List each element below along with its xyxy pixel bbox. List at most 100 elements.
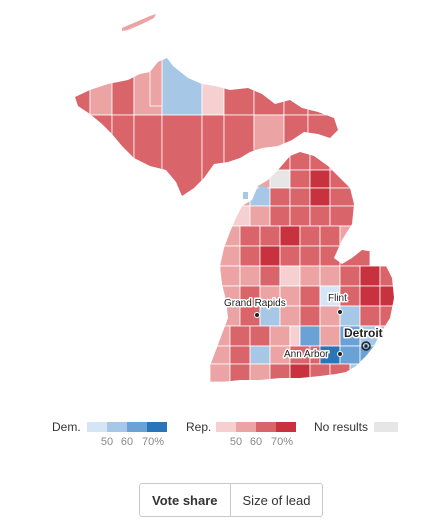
size-of-lead-button[interactable]: Size of lead <box>230 484 323 516</box>
county-tile <box>229 363 251 382</box>
county-tile <box>111 58 135 116</box>
county-tile <box>379 265 394 287</box>
county-tile <box>339 265 361 287</box>
county-tile <box>161 58 203 116</box>
county-tile <box>219 245 241 267</box>
beaver-island <box>256 184 268 200</box>
rep-swatch-3 <box>256 422 276 432</box>
dem-swatch-2 <box>107 422 127 432</box>
county-tile <box>149 58 163 107</box>
county-tile <box>269 187 291 207</box>
county-tile <box>319 245 341 267</box>
county-tile <box>283 58 309 116</box>
county-tile <box>309 363 331 382</box>
county-tile <box>259 305 281 327</box>
rep-swatch-1 <box>216 422 236 432</box>
county-tile <box>309 152 331 171</box>
dem-tick-70: 70% <box>141 436 165 448</box>
county-tile <box>379 305 394 327</box>
county-tile <box>289 152 311 171</box>
county-tile <box>339 225 371 247</box>
manitou-island <box>243 192 248 199</box>
county-tile <box>359 265 381 287</box>
county-tile <box>239 265 261 287</box>
county-tile <box>219 265 241 287</box>
county-tile <box>279 265 301 287</box>
isle-royale <box>122 14 156 31</box>
county-tile <box>379 285 394 307</box>
county-tile <box>329 205 361 227</box>
county-tile <box>299 325 321 347</box>
rep-swatch-4 <box>276 422 296 432</box>
county-tile <box>299 245 321 267</box>
county-tile <box>269 169 291 189</box>
dem-swatch-3 <box>127 422 147 432</box>
county-tile <box>111 114 135 196</box>
detroit-label: Detroit <box>344 326 383 340</box>
grand-rapids-marker <box>254 312 260 318</box>
county-tile <box>209 345 231 365</box>
county-tile <box>239 245 261 267</box>
county-tile <box>89 58 113 116</box>
county-tile <box>89 114 113 196</box>
rep-tick-50: 50 <box>229 436 243 448</box>
county-tile <box>339 305 361 327</box>
no-results-label: No results <box>314 420 369 434</box>
county-tile <box>309 187 331 207</box>
county-tile <box>329 363 351 382</box>
county-tile <box>259 245 281 267</box>
map-mode-toggle: Vote share Size of lead <box>139 483 324 517</box>
dem-swatch-4 <box>147 422 167 432</box>
county-tile <box>307 58 338 116</box>
no-results-swatch <box>374 422 398 432</box>
rep-tick-70: 70% <box>270 436 294 448</box>
county-tile <box>289 325 301 347</box>
county-tile <box>289 363 311 382</box>
county-tile <box>319 225 341 247</box>
county-tile <box>329 187 361 207</box>
flint-marker <box>337 309 343 315</box>
county-tile <box>161 114 203 196</box>
county-tile <box>319 305 341 327</box>
county-tile <box>339 345 361 365</box>
county-tile <box>289 187 311 207</box>
county-tile <box>229 205 251 227</box>
county-tile <box>201 58 225 116</box>
flint-label: Flint <box>328 293 347 304</box>
county-tile <box>319 265 341 287</box>
detroit-marker-dot <box>364 344 368 348</box>
county-tile <box>359 285 381 307</box>
county-tile <box>289 169 311 189</box>
toggle-divider <box>229 484 231 516</box>
lower-peninsula-counties <box>209 152 394 382</box>
county-tile <box>269 363 291 382</box>
county-tile <box>289 205 311 227</box>
dem-tick-50: 50 <box>100 436 114 448</box>
county-tile <box>75 58 91 116</box>
vote-share-button[interactable]: Vote share <box>140 484 230 516</box>
county-tile <box>249 325 271 347</box>
county-tile <box>299 265 321 287</box>
county-tile <box>133 114 163 196</box>
dem-legend-label: Dem. <box>52 420 81 434</box>
county-tile <box>219 305 241 327</box>
county-tile <box>209 363 231 382</box>
county-tile <box>223 114 255 196</box>
map-legend: Dem. 50 60 70% Rep. 50 60 70% No results <box>0 420 427 454</box>
county-tile <box>249 363 271 382</box>
county-tile <box>299 225 321 247</box>
county-tile <box>269 205 291 227</box>
county-tile <box>279 305 301 327</box>
county-tile <box>339 245 371 267</box>
county-tile <box>75 114 91 196</box>
county-tile <box>309 205 331 227</box>
county-tile <box>299 305 321 327</box>
dem-swatch-1 <box>87 422 107 432</box>
ann-arbor-marker <box>337 351 343 357</box>
county-tile <box>253 58 285 116</box>
county-tile <box>249 345 271 365</box>
county-tile <box>329 169 361 189</box>
county-tile <box>229 325 251 347</box>
county-tile <box>269 325 291 347</box>
county-tile <box>209 325 231 347</box>
